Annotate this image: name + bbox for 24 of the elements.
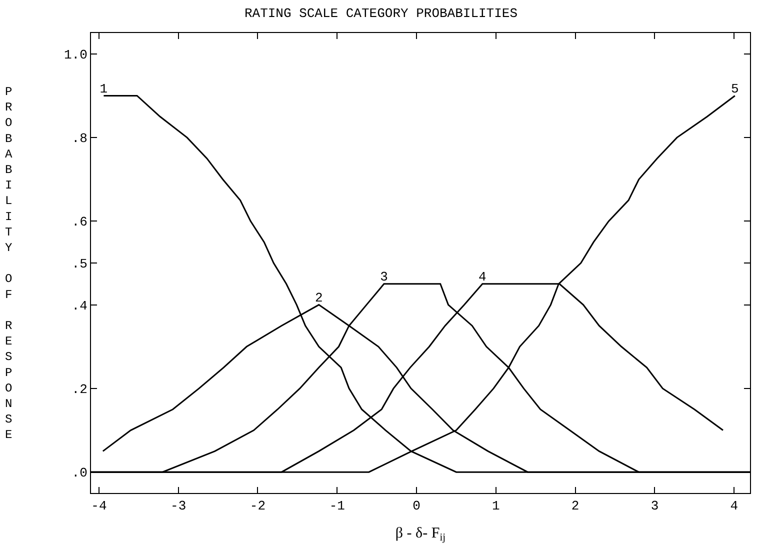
y-tick-label: .2 — [72, 382, 88, 397]
y-tick-label: .5 — [72, 256, 88, 272]
y-tick-label: .6 — [72, 214, 88, 230]
x-tick-label: -1 — [329, 498, 346, 514]
x-tick-label: -4 — [91, 498, 107, 514]
x-tick-label: -2 — [250, 498, 266, 514]
x-tick-label: -3 — [170, 498, 186, 514]
x-tick-label: 0 — [412, 498, 420, 514]
y-tick-label: 1.0 — [64, 47, 88, 62]
text: PROBABILITY OF RESPONSE — [5, 85, 12, 442]
series-label: 4 — [478, 270, 487, 285]
x-axis-title: β - δ- F$_{ij}$ — [395, 526, 446, 544]
series-label: 1 — [100, 81, 108, 96]
series-label: 5 — [731, 81, 739, 96]
chart-title: RATING SCALE CATEGORY PROBABILITIES — [244, 6, 518, 21]
x-tick-label: 2 — [571, 498, 580, 514]
y-tick-label: .8 — [72, 131, 88, 146]
x-tick-label: 1 — [492, 498, 500, 514]
series-label: 3 — [380, 270, 388, 285]
y-tick-label: .0 — [72, 466, 88, 481]
x-tick-label: 3 — [650, 498, 659, 514]
series-label: 2 — [314, 290, 323, 306]
x-tick-label: 4 — [730, 498, 738, 514]
y-tick-label: .4 — [72, 298, 88, 314]
